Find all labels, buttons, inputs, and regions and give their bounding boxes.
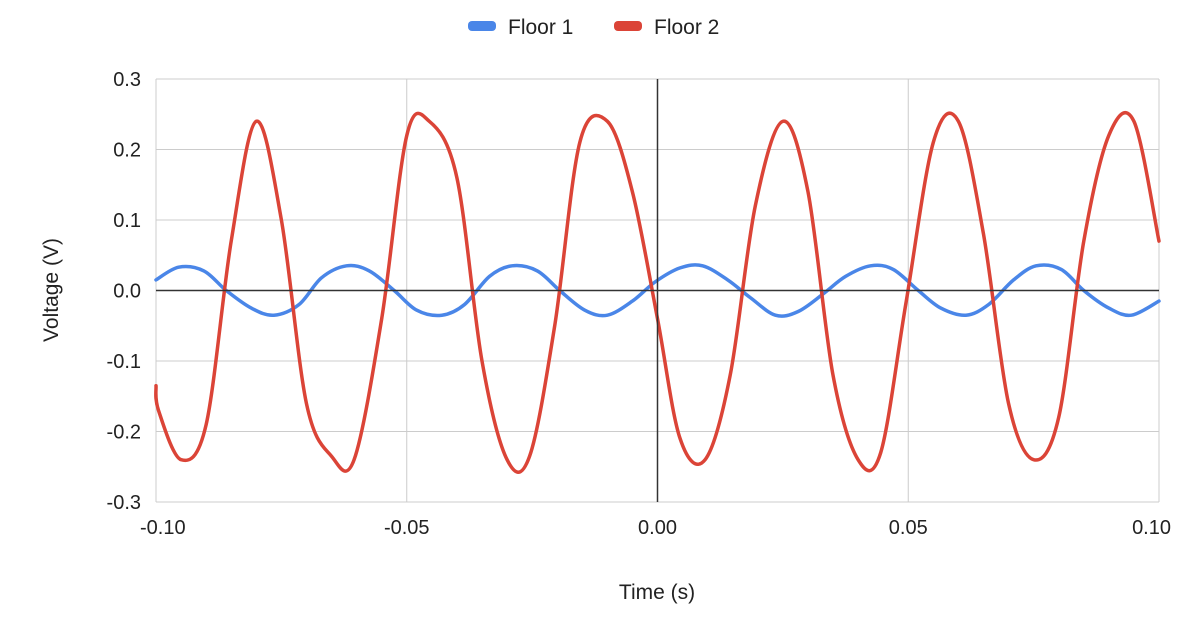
x-tick-label: -0.10 xyxy=(140,517,186,539)
x-tick-label: 0.10 xyxy=(1132,517,1171,539)
x-tick-label: -0.05 xyxy=(384,517,430,539)
x-axis-title: Time (s) xyxy=(619,581,695,604)
y-tick-label: -0.2 xyxy=(107,422,141,444)
y-tick-label: -0.1 xyxy=(107,351,141,373)
y-axis-title: Voltage (V) xyxy=(40,238,63,342)
legend-swatch xyxy=(614,21,642,31)
x-axis-ticks: -0.10 -0.05 0.00 0.05 0.10 xyxy=(140,517,1171,539)
y-tick-label: 0.0 xyxy=(113,281,141,303)
legend-swatch xyxy=(468,21,496,31)
y-tick-label: 0.3 xyxy=(113,69,141,91)
y-tick-label: 0.1 xyxy=(113,210,141,232)
legend-label: Floor 1 xyxy=(508,16,573,39)
legend-label: Floor 2 xyxy=(654,16,719,39)
zero-axis-lines xyxy=(156,79,1159,502)
y-tick-label: 0.2 xyxy=(113,140,141,162)
y-tick-label: -0.3 xyxy=(107,492,141,514)
y-axis-ticks: -0.3 -0.2 -0.1 0.0 0.1 0.2 0.3 xyxy=(107,69,141,514)
x-tick-label: 0.00 xyxy=(638,517,677,539)
legend: Floor 1 Floor 2 xyxy=(468,16,719,39)
series-layer xyxy=(154,111,1161,474)
series-line-1 xyxy=(154,263,1161,318)
x-tick-label: 0.05 xyxy=(889,517,928,539)
series-line-2 xyxy=(154,111,1161,474)
